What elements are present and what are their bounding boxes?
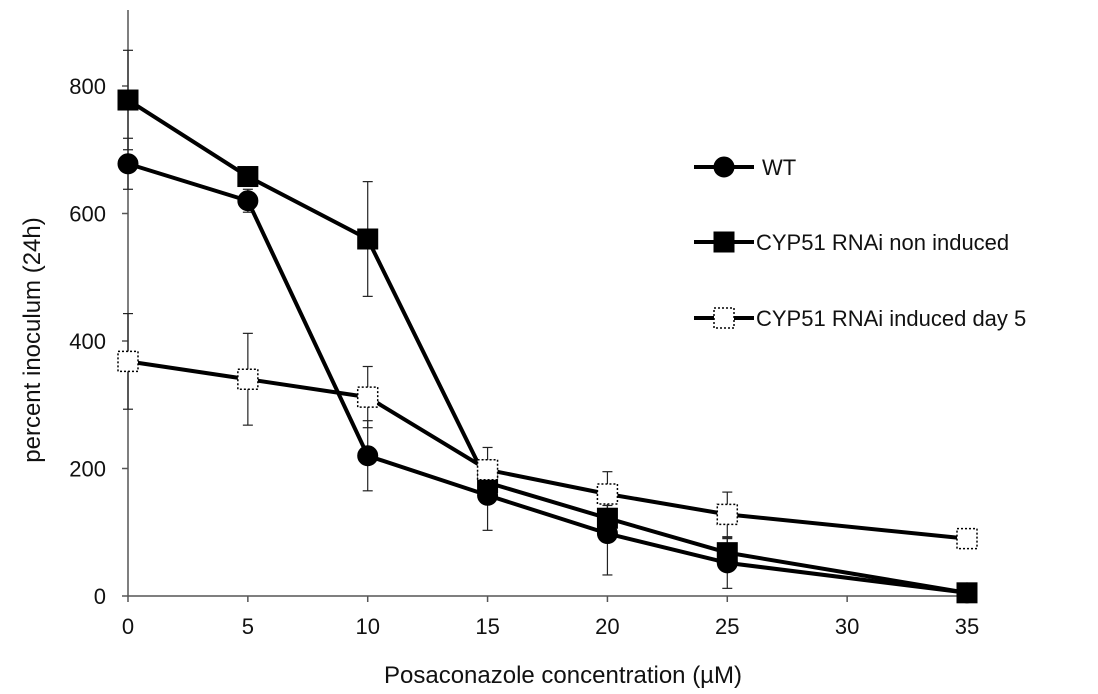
- data-point-cyp51-rnai-induced-day-5: [956, 527, 978, 550]
- data-point-cyp51-rnai-induced-day-5: [716, 503, 739, 526]
- legend: WT CYP51 RNAi non induced CYP51 RNAi induc…: [694, 155, 1026, 331]
- data-point-wt: [117, 153, 139, 175]
- y-tick-label: 800: [69, 74, 106, 99]
- series-markers: [117, 89, 978, 604]
- data-point-wt: [237, 190, 259, 212]
- data-point-wt: [357, 445, 379, 467]
- x-tick-label: 35: [955, 614, 979, 639]
- tick-marks: [122, 85, 968, 602]
- y-tick-label: 400: [69, 329, 106, 354]
- legend-marker: [713, 156, 735, 178]
- axes: [127, 10, 973, 597]
- x-tick-label: 25: [715, 614, 739, 639]
- x-tick-label: 5: [242, 614, 254, 639]
- tick-labels: 0 200 400 600 800 0 5 10 15 20 25 30 35: [69, 74, 979, 639]
- x-tick-label: 30: [835, 614, 859, 639]
- x-tick-label: 15: [475, 614, 499, 639]
- legend-label: CYP51 RNAi non induced: [756, 230, 1009, 255]
- legend-item-cyp51-rnai-non-induced: CYP51 RNAi non induced: [694, 230, 1009, 255]
- legend-item-wt: WT: [694, 155, 796, 180]
- data-point-cyp51-rnai-induced-day-5: [356, 386, 379, 408]
- y-axis-title: percent inoculum (24h): [19, 217, 46, 462]
- data-point-cyp51-rnai-induced-day-5: [596, 483, 619, 505]
- data-point-cyp51-rnai-induced-day-5: [476, 459, 499, 481]
- legend-label: CYP51 RNAi induced day 5: [756, 306, 1026, 331]
- data-point-cyp51-rnai-non-induced: [237, 166, 259, 188]
- data-point-cyp51-rnai-non-induced: [596, 507, 618, 529]
- data-point-cyp51-rnai-non-induced: [716, 542, 738, 564]
- legend-marker: [713, 307, 735, 329]
- legend-marker: [713, 231, 735, 253]
- x-tick-label: 20: [595, 614, 619, 639]
- data-point-cyp51-rnai-non-induced: [357, 228, 379, 250]
- legend-label: WT: [762, 155, 796, 180]
- y-tick-label: 600: [69, 202, 106, 227]
- y-tick-label: 0: [94, 584, 106, 609]
- data-point-cyp51-rnai-non-induced: [117, 89, 139, 111]
- x-tick-label: 0: [122, 614, 134, 639]
- legend-item-cyp51-rnai-induced-day-5: CYP51 RNAi induced day 5: [694, 306, 1026, 331]
- y-tick-label: 200: [69, 457, 106, 482]
- data-point-cyp51-rnai-induced-day-5: [117, 350, 139, 373]
- x-tick-label: 10: [355, 614, 379, 639]
- x-axis-title: Posaconazole concentration (µM): [384, 662, 742, 689]
- data-point-cyp51-rnai-induced-day-5: [237, 368, 259, 390]
- data-point-cyp51-rnai-non-induced: [956, 582, 978, 604]
